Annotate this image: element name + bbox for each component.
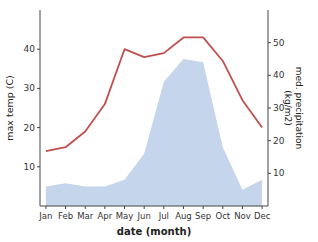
- x-tick-label: Sep: [195, 211, 211, 221]
- y-tick: [37, 166, 40, 167]
- marks: [46, 37, 262, 206]
- y-tick-label: 10: [24, 162, 36, 172]
- x-tick: [45, 206, 46, 209]
- x-tick: [104, 206, 105, 209]
- x-tick-label: Jul: [158, 211, 169, 221]
- temperature-line: [46, 37, 262, 151]
- y2-tick-label: 10: [273, 168, 285, 178]
- y2-tick: [268, 140, 271, 141]
- y-axis-line: [40, 10, 41, 206]
- x-tick: [242, 206, 243, 209]
- x-axis-label: date (month): [117, 226, 191, 237]
- x-tick-label: Apr: [98, 211, 113, 221]
- y2-tick: [268, 42, 271, 43]
- precipitation-area: [46, 59, 262, 206]
- y-tick: [37, 88, 40, 89]
- x-tick-label: Aug: [175, 211, 192, 221]
- y2-axis-label-line: med. precipitation: [294, 67, 304, 149]
- y2-tick-label: 40: [273, 70, 285, 80]
- y-axis-label: max temp (C): [4, 75, 15, 141]
- x-tick-label: Jan: [38, 211, 52, 221]
- x-tick-label: Dec: [254, 211, 271, 221]
- y-tick: [37, 49, 40, 50]
- y2-tick-label: 20: [273, 136, 285, 146]
- y2-axis-label-line: (kg/m2): [283, 90, 293, 125]
- y-tick-label: 20: [24, 123, 36, 133]
- x-tick-label: Nov: [234, 211, 251, 221]
- y-tick-label: 30: [24, 83, 36, 93]
- x-axis-line: [40, 206, 268, 207]
- x-tick: [262, 206, 263, 209]
- y2-axis-label: med. precipitation(kg/m2): [283, 67, 304, 149]
- chart: 10 20 30 40 10 20 30 40 50 Jan Feb Mar AprMayJun Jul A…: [0, 0, 318, 242]
- y2-tick: [268, 75, 271, 76]
- x-tick-label: Oct: [215, 211, 230, 221]
- x-tick-label: Feb: [58, 211, 73, 221]
- x-tick: [85, 206, 86, 209]
- y2-tick-label: 30: [273, 103, 285, 113]
- x-tick: [144, 206, 145, 209]
- x-tick: [65, 206, 66, 209]
- x-tick-label: Jun: [137, 211, 151, 221]
- x-tick-label: May: [116, 211, 134, 221]
- y2-tick-label: 50: [273, 38, 285, 48]
- y-tick-label: 40: [24, 44, 36, 54]
- x-tick: [203, 206, 204, 209]
- y2-tick: [268, 108, 271, 109]
- y-tick: [37, 127, 40, 128]
- x-tick: [183, 206, 184, 209]
- x-tick: [222, 206, 223, 209]
- x-tick-label: Mar: [77, 211, 94, 221]
- x-tick: [163, 206, 164, 209]
- x-tick: [124, 206, 125, 209]
- y2-tick: [268, 173, 271, 174]
